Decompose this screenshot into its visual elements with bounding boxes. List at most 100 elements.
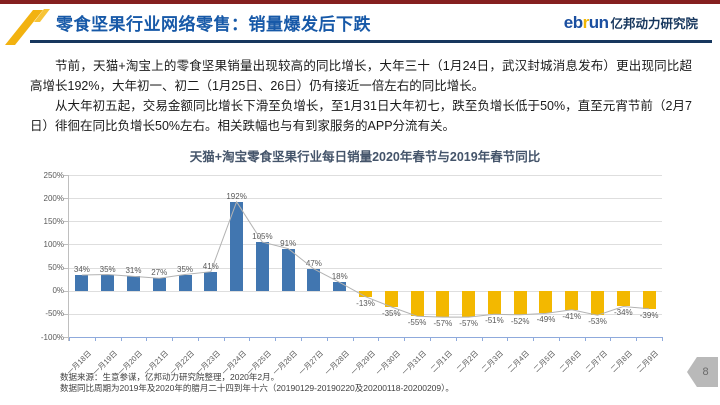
- x-axis-tick: [636, 337, 637, 341]
- bar-value-label: -55%: [407, 318, 427, 328]
- y-axis-label: 0%: [52, 286, 64, 296]
- x-axis-tick: [610, 337, 611, 341]
- bar-value-label: 18%: [331, 272, 348, 282]
- x-axis-tick: [404, 337, 405, 341]
- bar: [487, 290, 501, 315]
- x-axis-tick: [301, 337, 302, 341]
- bar: [204, 271, 218, 291]
- logo-text-un: un: [588, 13, 609, 32]
- bar: [539, 290, 553, 314]
- y-axis-tick: [64, 313, 68, 315]
- gridline: [69, 221, 662, 223]
- bar: [230, 201, 244, 291]
- x-axis-line: [69, 337, 662, 338]
- x-axis-tick: [533, 337, 534, 341]
- bar: [462, 290, 476, 318]
- x-axis-tick: [353, 337, 354, 341]
- y-axis-tick: [64, 290, 68, 292]
- top-accent-strip: [0, 0, 720, 4]
- bar-value-label: -34%: [613, 308, 633, 318]
- y-axis-line: [68, 175, 69, 341]
- y-axis-tick: [64, 175, 68, 176]
- bar-value-label: 34%: [73, 264, 90, 274]
- bar-value-label: -41%: [562, 311, 582, 321]
- x-axis-tick: [69, 337, 70, 341]
- x-axis-tick: [121, 337, 122, 341]
- bar: [436, 290, 450, 318]
- bar: [255, 242, 269, 291]
- bar-value-label: 192%: [226, 191, 247, 201]
- y-axis-label: -50%: [45, 309, 64, 319]
- bar: [565, 290, 579, 310]
- y-axis-label: 50%: [47, 263, 64, 273]
- chart-plot: 250% 200% 150% 100% 50% 0% -50% -100% 34% 35% 31% 2…: [41, 171, 663, 377]
- bar: [616, 290, 630, 307]
- bar: [591, 290, 605, 316]
- y-axis-tick: [64, 337, 68, 338]
- y-axis-label: 100%: [43, 239, 64, 249]
- chart-title: 天猫+淘宝零食坚果行业每日销量2020年春节与2019年春节同比: [189, 150, 541, 164]
- bar: [101, 274, 115, 291]
- x-axis-tick: [95, 337, 96, 341]
- bar-value-label: 47%: [305, 258, 322, 268]
- bar: [410, 290, 424, 317]
- bar-value-label: -39%: [639, 310, 659, 320]
- y-axis-label: -100%: [40, 332, 64, 342]
- x-axis-tick: [378, 337, 379, 341]
- x-label-anchor: 二月9日: [635, 343, 680, 374]
- page-title: 零食坚果行业网络零售：销量爆发后下跌: [56, 15, 371, 34]
- y-axis-label: 150%: [43, 216, 64, 226]
- x-axis-tick: [146, 337, 147, 341]
- bar-value-label: 41%: [202, 261, 219, 271]
- x-axis-tick: [430, 337, 431, 341]
- bar: [126, 276, 140, 291]
- trend-line: [81, 200, 650, 318]
- bar-value-label: 35%: [99, 264, 116, 274]
- bar-value-label: 31%: [125, 266, 142, 276]
- paragraph-2: 从大年初五起，交易金额同比增长下滑至负增长，至1月31日大年初七，跌至负增长低于…: [30, 99, 692, 133]
- bar-value-label: 27%: [151, 268, 168, 278]
- x-axis-tick: [662, 337, 663, 341]
- header-divider: [30, 40, 712, 43]
- bar-value-label: -49%: [536, 315, 556, 325]
- x-axis-tick: [482, 337, 483, 341]
- logo-text-eb: eb: [563, 13, 583, 32]
- gridline: [69, 198, 662, 200]
- x-axis-tick: [172, 337, 173, 341]
- body-text: 节前，天猫+淘宝上的零食坚果销量出现较高的同比增长，大年三十（1月24日，武汉封…: [30, 56, 692, 136]
- bar: [178, 274, 192, 291]
- x-axis-tick: [456, 337, 457, 341]
- x-axis-tick: [507, 337, 508, 341]
- bar: [642, 290, 656, 309]
- ebrun-logo: ebrun 亿邦动力研究院: [564, 13, 698, 33]
- y-axis-tick: [64, 244, 68, 246]
- bar-value-label: 35%: [177, 264, 194, 274]
- x-axis-tick: [224, 337, 225, 341]
- bar: [333, 282, 347, 291]
- bar-value-label: -51%: [485, 316, 504, 326]
- bar: [513, 290, 527, 315]
- bar: [281, 248, 295, 291]
- y-axis-label: 200%: [43, 193, 64, 203]
- data-source-note: 数据来源：生意参谋，亿邦动力研究院整理，2020年2月。: [60, 372, 280, 382]
- paragraph-1: 节前，天猫+淘宝上的零食坚果销量出现较高的同比增长，大年三十（1月24日，武汉封…: [30, 59, 692, 93]
- gridline: [69, 267, 662, 269]
- footer-notes: 数据来源：生意参谋，亿邦动力研究院整理，2020年2月。 数据同比周期为2019…: [60, 372, 454, 394]
- logo-text-r: r: [582, 13, 590, 32]
- gridline: [69, 175, 662, 176]
- x-axis-tick: [327, 337, 328, 341]
- bar-value-label: -13%: [356, 298, 375, 308]
- bar-value-label: 91%: [280, 238, 297, 248]
- gridline: [69, 244, 662, 246]
- x-axis-tick: [275, 337, 276, 341]
- y-axis-label: 250%: [43, 170, 64, 180]
- bar-value-label: -57%: [433, 319, 453, 329]
- gridline: [69, 313, 662, 315]
- y-axis-tick: [64, 198, 68, 200]
- bar: [152, 278, 166, 291]
- bar: [384, 290, 398, 307]
- logo-text-cn: 亿邦动力研究院: [610, 17, 698, 31]
- x-axis-tick: [559, 337, 560, 341]
- bar-value-label: -57%: [459, 319, 478, 329]
